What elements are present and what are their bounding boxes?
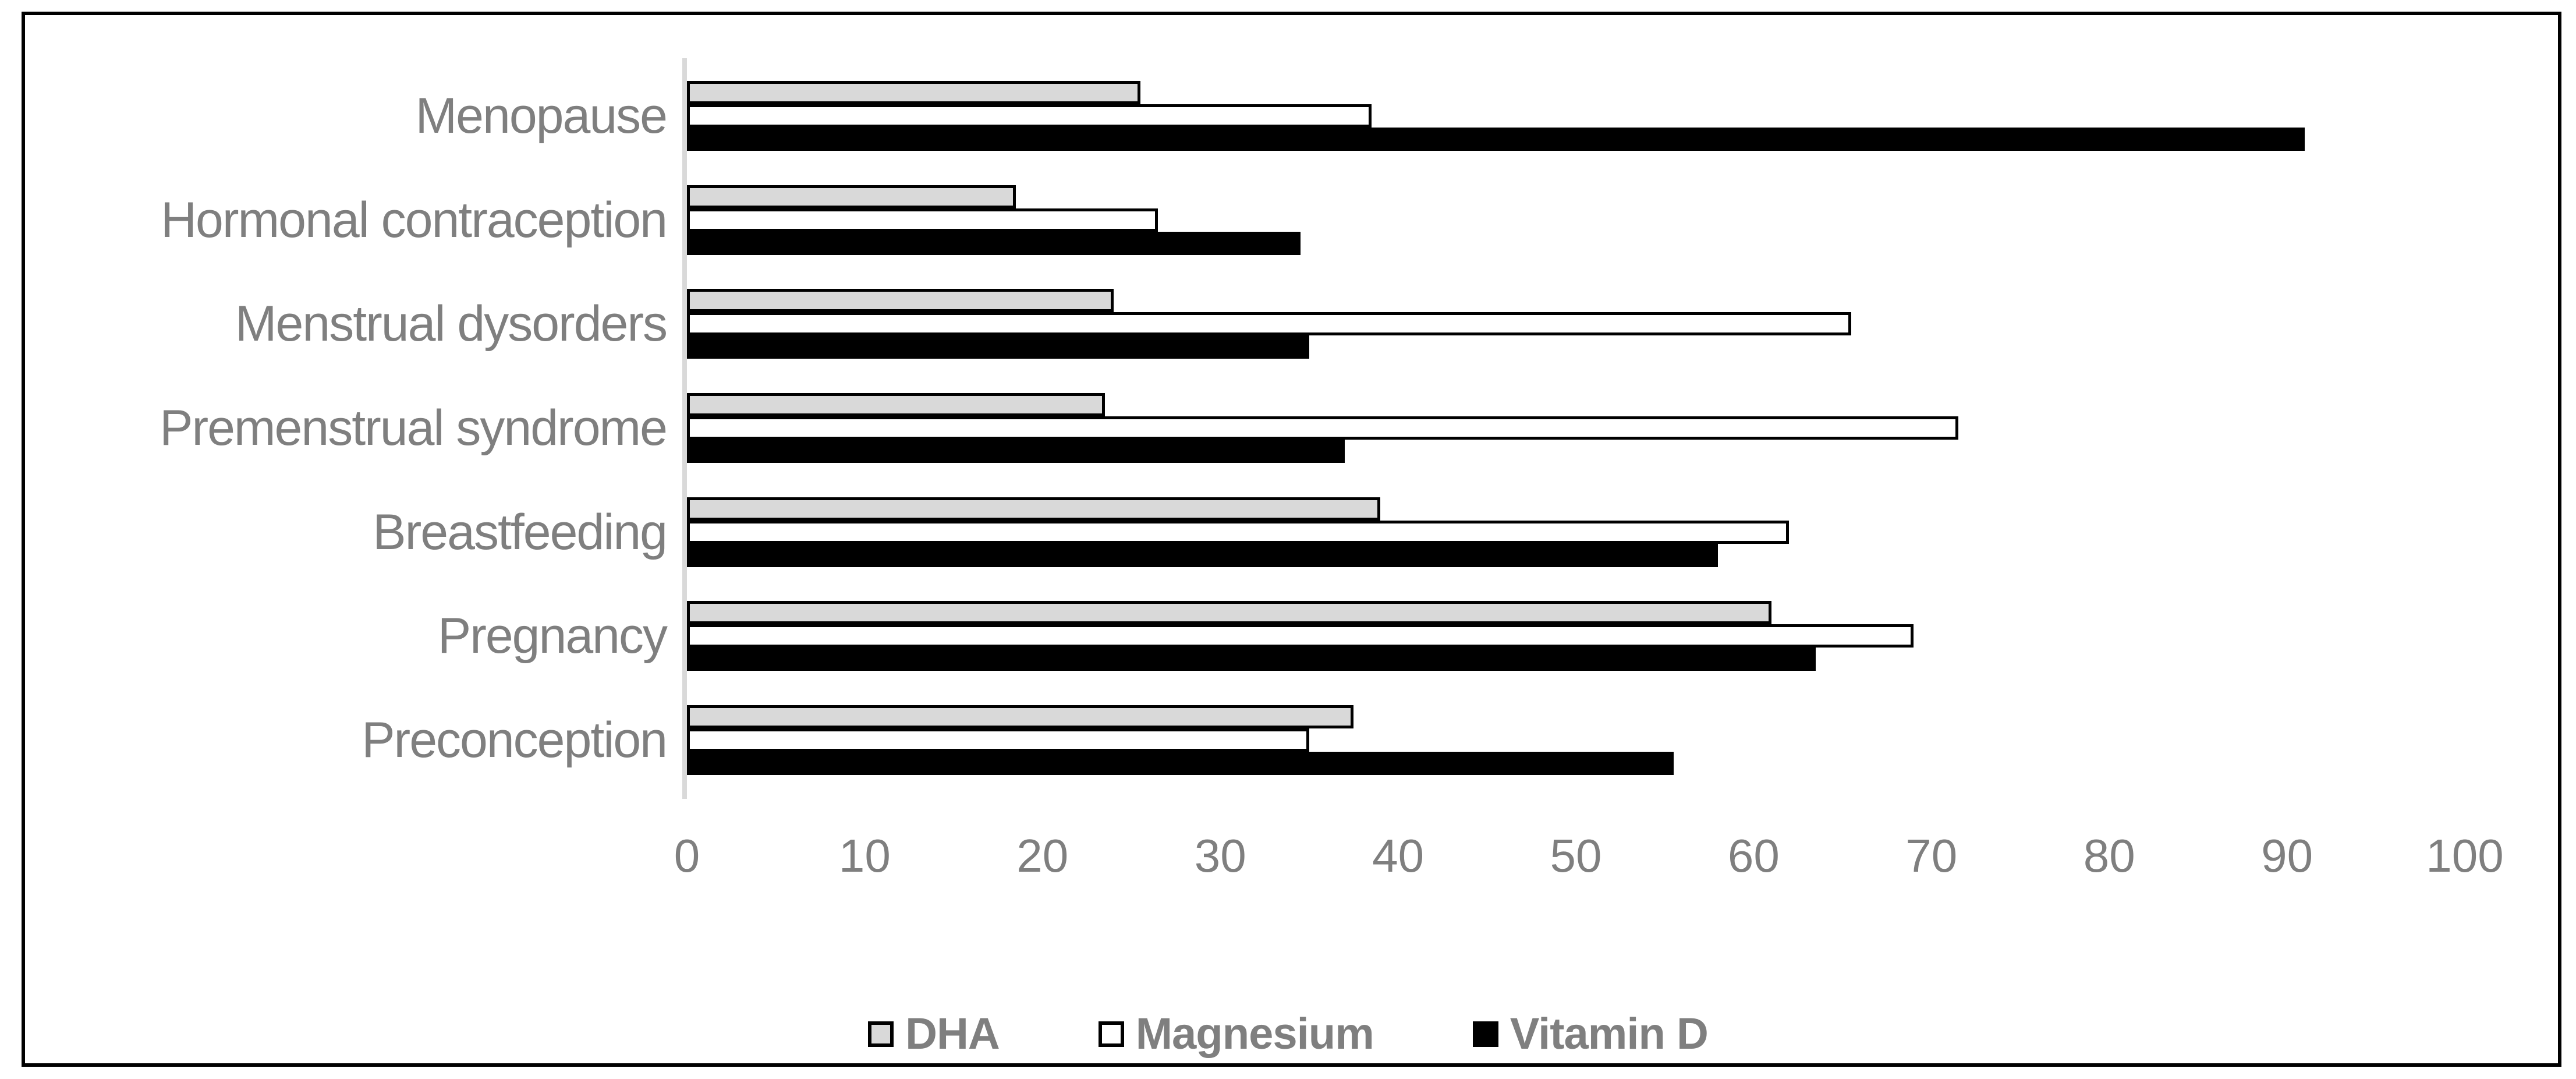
bar-magnesium-pregnancy [687, 624, 1914, 648]
category-label-hormonal-contraception: Hormonal contraception [160, 192, 668, 248]
category-cell-pregnancy: Pregnancy [23, 584, 668, 688]
bar-vitamin-d-menopause [687, 128, 2305, 151]
legend-item-vitamin-d: Vitamin D [1472, 1009, 1709, 1059]
bar-dha-preconception [687, 705, 1354, 728]
bar-magnesium-hormonal-contraception [687, 208, 1158, 232]
bar-dha-hormonal-contraception [687, 185, 1016, 208]
x-tick-label-80: 80 [2083, 830, 2135, 882]
bar-dha-premenstrual-syndrome [687, 392, 1105, 416]
x-axis-tick-labels: 0 10 20 30 40 50 60 70 80 90 100 [674, 828, 2504, 886]
category-label-menopause: Menopause [415, 88, 668, 144]
x-tick-label-30: 30 [1194, 830, 1246, 882]
legend-label-vitamin-d: Vitamin D [1510, 1009, 1709, 1059]
bar-vitamin-d-pregnancy [687, 648, 1816, 671]
bar-group-pregnancy [687, 584, 2465, 688]
bar-magnesium-menopause [687, 104, 1372, 128]
category-label-pregnancy: Pregnancy [437, 608, 668, 664]
bar-vitamin-d-premenstrual-syndrome [687, 439, 1345, 463]
bar-vitamin-d-menstrual-dysorders [687, 335, 1309, 359]
category-cell-menopause: Menopause [23, 64, 668, 168]
chart-legend: DHA Magnesium Vitamin D [0, 1012, 2576, 1056]
bar-dha-menopause [687, 81, 1140, 105]
category-label-premenstrual-syndrome: Premenstrual syndrome [160, 400, 668, 457]
legend-swatch-vitamin-d [1472, 1021, 1498, 1047]
category-cell-breastfeeding: Breastfeeding [23, 480, 668, 584]
x-tick-label-70: 70 [1905, 830, 1958, 882]
bar-magnesium-menstrual-dysorders [687, 312, 1852, 336]
x-tick-label-10: 10 [838, 830, 891, 882]
x-tick-label-100: 100 [2426, 830, 2504, 882]
legend-item-magnesium: Magnesium [1098, 1009, 1374, 1059]
x-tick-label-60: 60 [1727, 830, 1780, 882]
bar-group-premenstrual-syndrome [687, 376, 2465, 480]
bar-magnesium-premenstrual-syndrome [687, 416, 1958, 440]
category-cell-menstrual-dysorders: Menstrual dysorders [23, 272, 668, 376]
bar-group-hormonal-contraception [687, 168, 2465, 273]
bar-group-menstrual-dysorders [687, 272, 2465, 376]
category-label-preconception: Preconception [362, 712, 668, 768]
category-cell-premenstrual-syndrome: Premenstrual syndrome [23, 376, 668, 480]
plot-area [687, 64, 2465, 792]
chart-frame-border [22, 12, 2561, 1067]
category-label-menstrual-dysorders: Menstrual dysorders [235, 296, 668, 352]
legend-swatch-dha [868, 1021, 894, 1047]
bar-vitamin-d-hormonal-contraception [687, 231, 1301, 255]
bar-group-preconception [687, 688, 2465, 792]
x-tick-label-20: 20 [1016, 830, 1069, 882]
bar-vitamin-d-breastfeeding [687, 543, 1718, 567]
legend-swatch-magnesium [1098, 1021, 1124, 1047]
bar-dha-menstrual-dysorders [687, 289, 1114, 313]
bar-magnesium-preconception [687, 728, 1309, 752]
x-tick-label-90: 90 [2261, 830, 2313, 882]
x-tick-label-40: 40 [1372, 830, 1425, 882]
category-cell-preconception: Preconception [23, 688, 668, 792]
bar-group-menopause [687, 64, 2465, 168]
legend-label-magnesium: Magnesium [1135, 1009, 1374, 1059]
x-tick-label-0: 0 [674, 830, 700, 882]
category-axis: Menopause Hormonal contraception Menstrual… [23, 64, 668, 792]
x-tick-label-50: 50 [1550, 830, 1602, 882]
bar-dha-pregnancy [687, 601, 1771, 625]
legend-label-dha: DHA [905, 1009, 1000, 1059]
category-label-breastfeeding: Breastfeeding [373, 504, 668, 560]
legend-item-dha: DHA [868, 1012, 1000, 1056]
bar-group-breastfeeding [687, 480, 2465, 584]
value-axis-line [682, 58, 687, 799]
bar-vitamin-d-preconception [687, 751, 1674, 775]
bar-magnesium-breastfeeding [687, 520, 1790, 544]
bar-dha-breastfeeding [687, 497, 1381, 521]
category-cell-hormonal-contraception: Hormonal contraception [23, 168, 668, 273]
